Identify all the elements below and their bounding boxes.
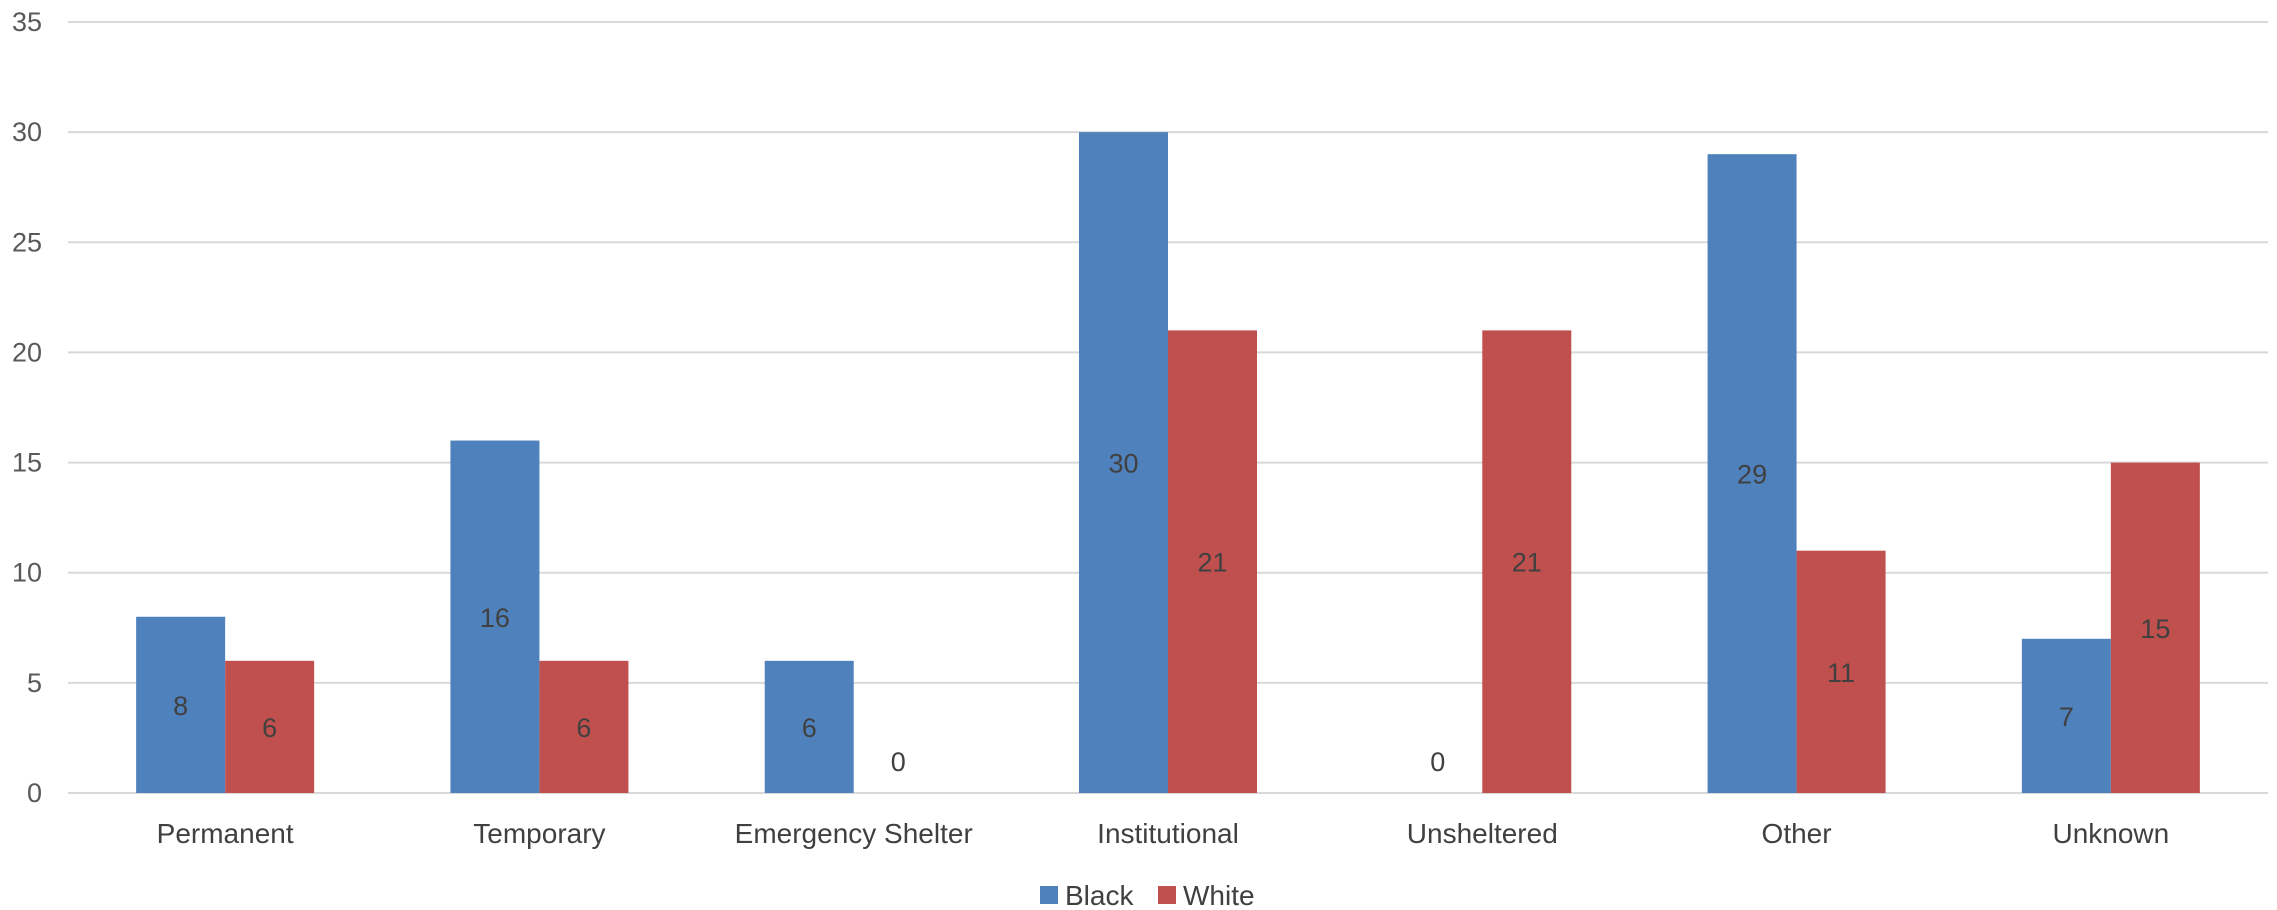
data-label: 11: [1827, 658, 1855, 688]
x-category-label: Permanent: [157, 818, 294, 849]
bar-black: [764, 660, 854, 793]
data-label: 21: [1197, 548, 1227, 578]
y-axis-tick-labels: 0 5 10 15 20 25 30 35: [12, 7, 42, 808]
y-tick-label: 0: [27, 778, 42, 808]
data-label: 8: [173, 691, 188, 721]
x-category-label: Other: [1762, 818, 1832, 849]
bar-black: [136, 616, 226, 793]
legend-swatch-black: [1040, 886, 1058, 904]
legend: Black White: [1040, 880, 1255, 910]
data-label: 7: [2059, 702, 2074, 732]
bar-white: [539, 660, 629, 793]
bar-black: [2021, 638, 2111, 793]
data-label: 15: [2140, 614, 2170, 644]
bar-white: [1168, 330, 1257, 793]
y-tick-label: 10: [12, 558, 42, 588]
data-labels: 8 6 16 6 6 0 30 21 0 21 29 11 7 15: [173, 449, 2170, 777]
y-tick-label: 25: [12, 227, 42, 257]
data-label: 0: [1430, 747, 1445, 777]
y-tick-label: 20: [12, 337, 42, 367]
x-category-label: Unknown: [2052, 818, 2169, 849]
x-axis-category-labels: Permanent Temporary Emergency Shelter Insti…: [157, 818, 2170, 849]
data-label: 6: [802, 713, 817, 743]
y-tick-label: 15: [12, 448, 42, 478]
bar-black: [450, 440, 540, 793]
legend-swatch-white: [1158, 886, 1176, 904]
bar-white: [225, 660, 315, 793]
x-category-label: Unsheltered: [1407, 818, 1558, 849]
bar-white: [2110, 462, 2200, 793]
y-tick-label: 35: [12, 7, 42, 37]
legend-label: Black: [1065, 880, 1134, 910]
legend-label: White: [1183, 880, 1255, 910]
x-category-label: Temporary: [473, 818, 605, 849]
x-category-label: Institutional: [1097, 818, 1239, 849]
data-label: 16: [480, 603, 510, 633]
bar-black: [1707, 154, 1797, 793]
data-label: 30: [1108, 449, 1138, 479]
data-label: 21: [1512, 548, 1542, 578]
data-label: 29: [1737, 460, 1767, 490]
data-label: 0: [891, 747, 906, 777]
y-tick-label: 5: [27, 668, 42, 698]
bar-black: [1079, 132, 1168, 794]
bar-white: [1482, 330, 1572, 793]
bar-white: [1796, 550, 1886, 793]
data-label: 6: [262, 713, 277, 743]
x-category-label: Emergency Shelter: [735, 818, 973, 849]
y-tick-label: 30: [12, 117, 42, 147]
data-label: 6: [576, 713, 591, 743]
bars: [136, 132, 2200, 794]
